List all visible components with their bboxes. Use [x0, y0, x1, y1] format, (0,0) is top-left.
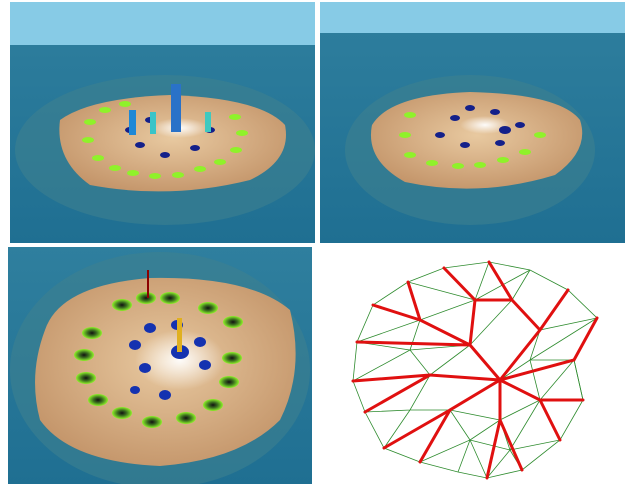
outer-nodes [82, 101, 248, 179]
column [205, 112, 211, 132]
outer-nodes [74, 292, 243, 428]
inner-nodes [129, 320, 211, 400]
island [370, 92, 583, 189]
panel-top-left [10, 2, 315, 243]
panel-top-right [320, 2, 625, 243]
column [177, 318, 182, 352]
spanning-tree [351, 260, 599, 480]
graph-panel [351, 260, 599, 480]
sky [320, 2, 625, 33]
column [129, 110, 136, 135]
panel-bottom-left [8, 247, 312, 484]
tall-column [171, 84, 181, 132]
sky [10, 2, 315, 45]
center-glow [460, 116, 510, 134]
column [150, 112, 156, 134]
outer-nodes [399, 112, 546, 169]
inner-nodes [435, 105, 525, 148]
